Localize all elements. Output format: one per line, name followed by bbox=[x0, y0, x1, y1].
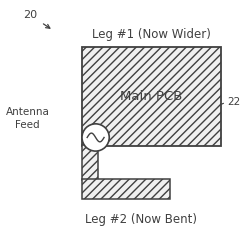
Circle shape bbox=[82, 124, 109, 151]
Bar bbox=[82, 179, 170, 199]
Text: 20: 20 bbox=[23, 10, 37, 20]
Text: Leg #2 (Now Bent): Leg #2 (Now Bent) bbox=[86, 213, 198, 226]
Text: Leg #1 (Now Wider): Leg #1 (Now Wider) bbox=[92, 27, 211, 41]
Text: Main PCB: Main PCB bbox=[120, 90, 182, 103]
Text: 22: 22 bbox=[227, 97, 240, 107]
Bar bbox=[82, 145, 98, 180]
Bar bbox=[82, 47, 221, 146]
Text: Antenna
Feed: Antenna Feed bbox=[6, 107, 50, 130]
